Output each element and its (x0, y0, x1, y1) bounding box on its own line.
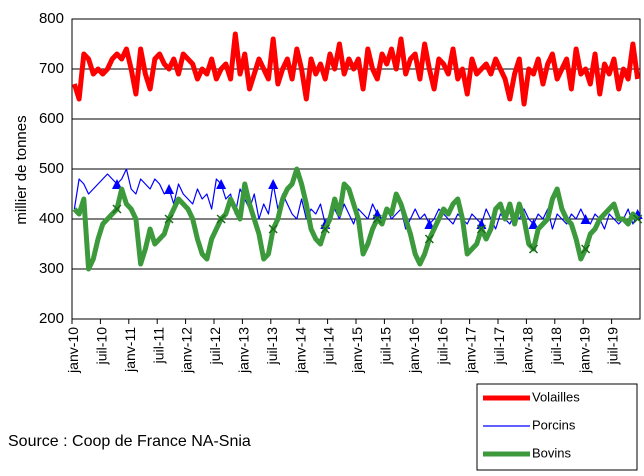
x-tick-label: juil-12 (207, 327, 223, 366)
y-axis-label: millier de tonnes (13, 115, 30, 224)
x-tick-label: janv-12 (179, 327, 195, 374)
x-tick-label: juil-11 (150, 327, 166, 365)
x-tick-label: janv-17 (463, 327, 479, 374)
series-line (72, 166, 640, 272)
x-tick-label: janv-15 (349, 327, 365, 374)
marker (528, 244, 539, 254)
marker (216, 179, 227, 189)
x-tick-label: janv-13 (235, 327, 251, 374)
marker (112, 204, 122, 214)
x-tick-label: juil-14 (321, 327, 337, 366)
x-tick-label: juil-16 (434, 327, 450, 366)
marker (581, 244, 591, 254)
marker (111, 179, 122, 189)
legend-label: Porcins (532, 417, 576, 432)
x-tick-label: juil-17 (491, 327, 507, 366)
x-tick-label: juil-18 (548, 327, 564, 366)
marker (424, 234, 434, 244)
marker (268, 224, 278, 234)
x-tick-label: janv-14 (292, 327, 308, 374)
x-tick-label: janv-11 (122, 327, 138, 373)
marker (320, 224, 330, 234)
y-tick-label: 800 (39, 10, 64, 27)
x-tick-label: juil-15 (377, 327, 393, 366)
marker (372, 214, 382, 224)
marker (528, 219, 539, 229)
x-tick-label: juil-19 (605, 327, 621, 366)
x-tick-label: janv-18 (519, 327, 535, 374)
x-tick-label: juil-10 (93, 327, 109, 366)
marker (424, 219, 435, 229)
x-tick-label: juil-13 (264, 327, 280, 366)
y-tick-label: 300 (39, 260, 64, 277)
y-tick-label: 500 (39, 160, 64, 177)
x-tick-label: janv-19 (576, 327, 592, 374)
y-tick-label: 700 (39, 60, 64, 77)
y-tick-label: 400 (39, 210, 64, 227)
y-tick-label: 600 (39, 110, 64, 127)
marker (164, 214, 174, 224)
marker (476, 224, 486, 234)
y-tick-label: 200 (39, 310, 64, 327)
marker (633, 214, 643, 224)
legend-label: Bovins (532, 445, 572, 460)
legend-label: Volailles (532, 389, 580, 404)
x-tick-label: janv-10 (65, 327, 81, 374)
marker (580, 214, 591, 224)
source: Source : Coop de France NA-Snia (8, 433, 251, 450)
series-line (71, 31, 641, 107)
x-tick-label: janv-16 (406, 327, 422, 374)
marker (268, 179, 279, 189)
marker (164, 184, 175, 194)
marker (216, 214, 226, 224)
